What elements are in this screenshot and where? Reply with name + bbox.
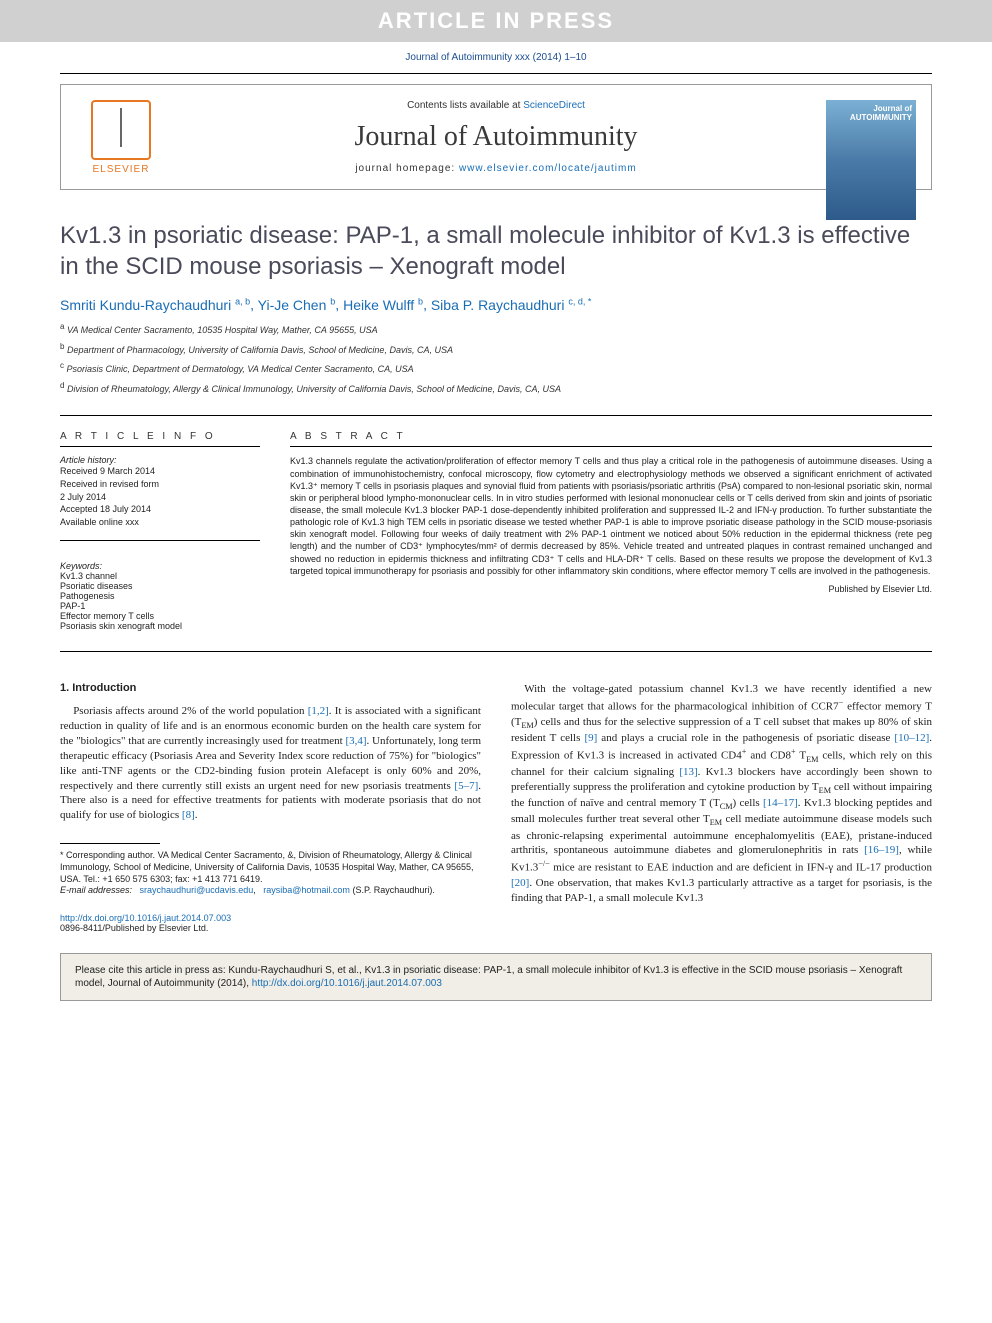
author-3: Heike Wulff b bbox=[343, 297, 423, 313]
keyword-1: Kv1.3 channel bbox=[60, 571, 260, 581]
journal-reference: Journal of Autoimmunity xxx (2014) 1–10 bbox=[0, 42, 992, 73]
citation-doi-link[interactable]: http://dx.doi.org/10.1016/j.jaut.2014.07… bbox=[252, 978, 442, 989]
contents-list-label: Contents lists available at ScienceDirec… bbox=[191, 100, 801, 111]
divider bbox=[60, 651, 932, 652]
sciencedirect-link[interactable]: ScienceDirect bbox=[523, 100, 585, 111]
author-1: Smriti Kundu-Raychaudhuri a, b bbox=[60, 297, 250, 313]
corresponding-author-footnote: * Corresponding author. VA Medical Cente… bbox=[60, 850, 481, 885]
homepage-label: journal homepage: bbox=[355, 163, 459, 174]
email-link-1[interactable]: sraychaudhuri@ucdavis.edu bbox=[140, 885, 254, 895]
affiliation-c: c Psoriasis Clinic, Department of Dermat… bbox=[60, 360, 932, 376]
keywords-label: Keywords: bbox=[60, 561, 260, 571]
intro-para-1: Psoriasis affects around 2% of the world… bbox=[60, 704, 481, 823]
citation-text: Please cite this article in press as: Ku… bbox=[75, 965, 902, 989]
article-title: Kv1.3 in psoriatic disease: PAP-1, a sma… bbox=[60, 220, 932, 282]
history-online: Available online xxx bbox=[60, 516, 260, 529]
author-2: Yi-Je Chen b bbox=[258, 297, 336, 313]
ref-link[interactable]: [3,4] bbox=[345, 735, 366, 747]
abstract-text: Kv1.3 channels regulate the activation/p… bbox=[290, 455, 932, 576]
keyword-2: Psoriatic diseases bbox=[60, 581, 260, 591]
keyword-5: Effector memory T cells bbox=[60, 611, 260, 621]
body-column-right: With the voltage-gated potassium channel… bbox=[511, 682, 932, 933]
divider bbox=[60, 540, 260, 541]
authors-list: Smriti Kundu-Raychaudhuri a, b, Yi-Je Ch… bbox=[60, 296, 932, 313]
body-column-left: 1. Introduction Psoriasis affects around… bbox=[60, 682, 481, 933]
citation-box: Please cite this article in press as: Ku… bbox=[60, 953, 932, 1001]
ref-link[interactable]: [10–12] bbox=[894, 732, 929, 744]
article-info-heading: A R T I C L E I N F O bbox=[60, 431, 260, 447]
affiliation-d: d Division of Rheumatology, Allergy & Cl… bbox=[60, 380, 932, 396]
history-revised: Received in revised form bbox=[60, 478, 260, 491]
doi-block: http://dx.doi.org/10.1016/j.jaut.2014.07… bbox=[60, 913, 481, 933]
elsevier-label: ELSEVIER bbox=[76, 164, 166, 175]
journal-homepage: journal homepage: www.elsevier.com/locat… bbox=[191, 163, 801, 174]
issn-text: 0896-8411/Published by Elsevier Ltd. bbox=[60, 923, 208, 933]
article-info-panel: A R T I C L E I N F O Article history: R… bbox=[60, 431, 260, 631]
elsevier-tree-icon bbox=[91, 100, 151, 160]
keyword-6: Psoriasis skin xenograft model bbox=[60, 621, 260, 631]
affiliation-a: a VA Medical Center Sacramento, 10535 Ho… bbox=[60, 321, 932, 337]
article-in-press-banner: ARTICLE IN PRESS bbox=[0, 0, 992, 42]
divider bbox=[60, 415, 932, 416]
contents-text: Contents lists available at bbox=[407, 100, 523, 111]
ref-link[interactable]: [8] bbox=[182, 809, 195, 821]
email-person: (S.P. Raychaudhuri). bbox=[352, 885, 434, 895]
abstract-panel: A B S T R A C T Kv1.3 channels regulate … bbox=[290, 431, 932, 631]
abstract-publisher: Published by Elsevier Ltd. bbox=[290, 583, 932, 595]
email-footnote: E-mail addresses: sraychaudhuri@ucdavis.… bbox=[60, 885, 481, 897]
cover-title: Journal of AUTOIMMUNITY bbox=[826, 100, 916, 126]
ref-link[interactable]: [9] bbox=[584, 732, 597, 744]
ref-link[interactable]: [16–19] bbox=[864, 844, 899, 856]
history-received: Received 9 March 2014 bbox=[60, 465, 260, 478]
abstract-heading: A B S T R A C T bbox=[290, 431, 932, 447]
intro-para-2: With the voltage-gated potassium channel… bbox=[511, 682, 932, 905]
history-revised-date: 2 July 2014 bbox=[60, 491, 260, 504]
ref-link[interactable]: [5–7] bbox=[454, 780, 478, 792]
history-label: Article history: bbox=[60, 455, 260, 465]
email-link-2[interactable]: raysiba@hotmail.com bbox=[263, 885, 350, 895]
ref-link[interactable]: [13] bbox=[679, 766, 697, 778]
journal-header-box: ELSEVIER Journal of AUTOIMMUNITY Content… bbox=[60, 84, 932, 190]
journal-name: Journal of Autoimmunity bbox=[191, 121, 801, 153]
ref-link[interactable]: [1,2] bbox=[308, 705, 329, 717]
intro-heading: 1. Introduction bbox=[60, 682, 481, 694]
elsevier-logo: ELSEVIER bbox=[76, 100, 166, 200]
author-4: Siba P. Raychaudhuri c, d, * bbox=[431, 297, 592, 313]
keyword-3: Pathogenesis bbox=[60, 591, 260, 601]
divider bbox=[60, 73, 932, 74]
journal-cover-image: Journal of AUTOIMMUNITY bbox=[826, 100, 916, 220]
ref-link[interactable]: [20] bbox=[511, 877, 529, 889]
email-label: E-mail addresses: bbox=[60, 885, 132, 895]
ref-link[interactable]: [14–17] bbox=[763, 797, 798, 809]
footnote-separator bbox=[60, 843, 160, 844]
history-accepted: Accepted 18 July 2014 bbox=[60, 503, 260, 516]
doi-link[interactable]: http://dx.doi.org/10.1016/j.jaut.2014.07… bbox=[60, 913, 231, 923]
keyword-4: PAP-1 bbox=[60, 601, 260, 611]
affiliation-b: b Department of Pharmacology, University… bbox=[60, 341, 932, 357]
affiliations-block: a VA Medical Center Sacramento, 10535 Ho… bbox=[60, 321, 932, 395]
journal-homepage-link[interactable]: www.elsevier.com/locate/jautimm bbox=[459, 163, 637, 174]
